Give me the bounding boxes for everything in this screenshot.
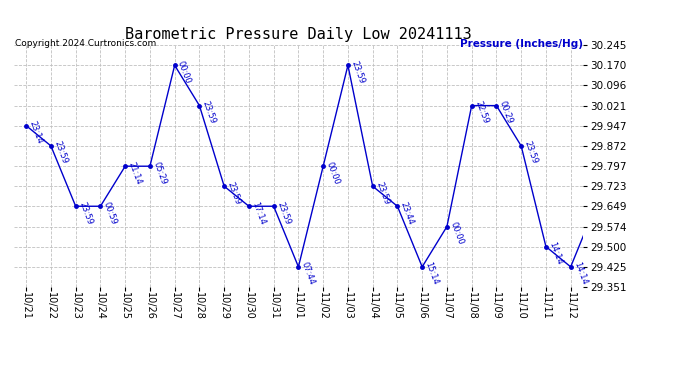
Text: 22:59: 22:59 <box>473 100 490 125</box>
Text: 00:00: 00:00 <box>176 59 193 85</box>
Text: 23:59: 23:59 <box>522 140 539 166</box>
Text: Copyright 2024 Curtronics.com: Copyright 2024 Curtronics.com <box>15 39 157 48</box>
Text: 14:14: 14:14 <box>572 261 589 286</box>
Text: 00:29: 00:29 <box>497 100 514 125</box>
Title: Barometric Pressure Daily Low 20241113: Barometric Pressure Daily Low 20241113 <box>125 27 472 42</box>
Text: 23:59: 23:59 <box>226 180 242 206</box>
Text: 23:14: 23:14 <box>28 120 44 145</box>
Text: 23:59: 23:59 <box>349 59 366 85</box>
Text: 00:00: 00:00 <box>448 220 465 246</box>
Text: 14:14: 14:14 <box>547 241 564 266</box>
Text: 00:00: 00:00 <box>324 160 341 186</box>
Text: 07:44: 07:44 <box>300 261 317 286</box>
Text: 17:14: 17:14 <box>250 200 267 226</box>
Text: 23:59: 23:59 <box>201 100 217 125</box>
Text: 00:00: 00:00 <box>0 374 1 375</box>
Text: 21:14: 21:14 <box>126 160 143 186</box>
Text: 15:14: 15:14 <box>424 261 440 286</box>
Text: 06:14: 06:14 <box>0 374 1 375</box>
Text: 23:59: 23:59 <box>275 200 292 226</box>
Text: 23:44: 23:44 <box>399 200 415 226</box>
Text: Pressure (Inches/Hg): Pressure (Inches/Hg) <box>460 39 583 50</box>
Text: 23:59: 23:59 <box>374 180 391 206</box>
Text: 23:59: 23:59 <box>52 140 69 166</box>
Text: 05:29: 05:29 <box>151 160 168 186</box>
Text: 00:59: 00:59 <box>102 200 119 226</box>
Text: 23:59: 23:59 <box>77 200 94 226</box>
